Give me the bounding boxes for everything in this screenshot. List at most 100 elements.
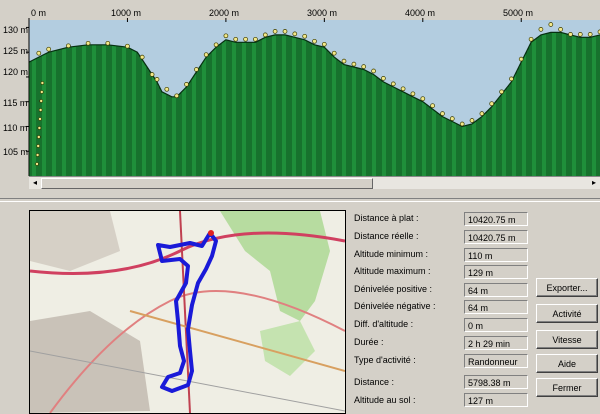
x-tick-label: 2000 m: [209, 8, 240, 18]
track-point-marker: [302, 33, 308, 39]
track-point-marker: [105, 40, 111, 46]
track-point-marker: [390, 81, 396, 87]
stat-value-activity-type: Randonneur: [464, 354, 528, 368]
track-point-marker: [262, 32, 268, 38]
track-point-marker: [459, 121, 465, 127]
track-point-marker: [331, 50, 337, 56]
track-point-marker: [381, 76, 386, 81]
stat-value-altitude-diff: 0 m: [464, 318, 528, 332]
stat-value-min-altitude: 110 m: [464, 248, 528, 262]
track-point-marker: [40, 81, 45, 85]
stat-value-flat-distance: 10420.75 m: [464, 212, 528, 226]
stat-label-duration: Durée :: [354, 337, 384, 347]
track-point-marker: [194, 67, 199, 72]
track-point-marker: [312, 38, 317, 44]
map-forest-area: [260, 321, 315, 376]
stat-label-negative-elevation: Dénivelée négative :: [354, 301, 436, 311]
cursor-value-ground-altitude: 127 m: [464, 393, 528, 407]
track-point-marker: [528, 36, 534, 42]
route-start-marker: [208, 230, 214, 236]
track-point-marker: [351, 61, 357, 67]
x-tick-label: 1000 m: [111, 8, 142, 18]
cursor-label-distance: Distance :: [354, 377, 395, 387]
track-point-marker: [548, 22, 554, 27]
speed-button[interactable]: Vitesse: [536, 330, 598, 349]
stat-label-activity-type: Type d'activité :: [354, 355, 416, 365]
y-tick-label: 125 m: [3, 46, 29, 56]
close-button[interactable]: Fermer: [536, 378, 598, 397]
activity-button[interactable]: Activité: [536, 304, 598, 323]
stat-label-flat-distance: Distance à plat :: [354, 213, 419, 223]
track-point-marker: [361, 64, 367, 69]
stat-value-duration: 2 h 29 min: [464, 336, 528, 350]
map-forest-area: [220, 211, 330, 321]
panel-divider[interactable]: [0, 198, 600, 202]
scroll-thumb[interactable]: [41, 178, 373, 189]
map-road: [30, 231, 345, 275]
track-point-marker: [489, 101, 495, 107]
stat-label-max-altitude: Altitude maximum :: [354, 266, 431, 276]
elevation-profile-panel: 0 m 1000 m 2000 m 3000 m 4000 m 5000 m 1…: [0, 0, 600, 190]
track-point-marker: [410, 91, 416, 97]
track-point-marker: [400, 86, 406, 92]
track-point-marker: [164, 86, 170, 92]
track-point-marker: [85, 40, 91, 46]
track-point-marker: [35, 153, 40, 157]
track-point-marker: [449, 116, 455, 121]
track-point-marker: [577, 32, 583, 37]
track-point-marker: [518, 56, 524, 62]
y-tick-label: 105 m: [3, 147, 29, 157]
elevation-stripes: [30, 32, 600, 176]
track-point-marker: [420, 96, 426, 102]
map-road: [129, 310, 345, 372]
track-point-marker: [213, 42, 219, 48]
route-map-drawing: [30, 211, 345, 413]
track-point-marker: [38, 108, 43, 112]
stat-value-max-altitude: 129 m: [464, 265, 528, 279]
track-point-marker: [174, 93, 180, 99]
cursor-label-ground-altitude: Altitude au sol :: [354, 395, 416, 405]
track-point-marker: [587, 32, 593, 37]
horizontal-scrollbar[interactable]: ◂ ▸: [29, 176, 600, 189]
track-point-marker: [509, 76, 514, 82]
map-road: [49, 290, 345, 413]
y-tick-label: 110 m: [3, 123, 28, 133]
track-point-marker: [341, 58, 347, 64]
stat-label-altitude-diff: Diff. d'altitude :: [354, 319, 414, 329]
track-point-marker: [321, 41, 327, 47]
track-point-marker: [430, 103, 435, 109]
y-tick-label: 130 m: [3, 25, 29, 35]
stat-label-min-altitude: Altitude minimum :: [354, 249, 429, 259]
track-point-marker: [469, 118, 475, 123]
track-point-marker: [36, 135, 41, 139]
route-map[interactable]: [29, 210, 346, 414]
x-tick-label: 5000 m: [503, 8, 534, 18]
help-button[interactable]: Aide: [536, 354, 598, 373]
track-point-marker: [499, 89, 504, 95]
track-point-marker: [184, 82, 189, 87]
stat-value-negative-elevation: 64 m: [464, 300, 528, 314]
track-point-marker: [37, 126, 42, 130]
track-point-marker: [253, 36, 258, 42]
elevation-chart[interactable]: [0, 0, 600, 176]
x-tick-label: 4000 m: [405, 8, 436, 18]
track-point-marker: [282, 29, 288, 34]
scroll-left-arrow-icon[interactable]: ◂: [32, 178, 37, 187]
export-button[interactable]: Exporter...: [536, 278, 598, 297]
track-point-marker: [66, 43, 71, 49]
track-point-marker: [203, 52, 209, 58]
track-point-marker: [38, 117, 42, 121]
x-tick-label: 0 m: [31, 8, 47, 18]
stat-label-positive-elevation: Dénivelée positive :: [354, 284, 433, 294]
track-point-marker: [39, 90, 44, 94]
track-point-marker: [36, 144, 41, 148]
scroll-right-arrow-icon[interactable]: ▸: [591, 178, 596, 187]
track-point-marker: [538, 27, 544, 32]
stat-value-real-distance: 10420.75 m: [464, 230, 528, 244]
track-point-marker: [139, 54, 145, 60]
track-point-marker: [39, 99, 44, 103]
route-track: [156, 231, 218, 393]
stat-value-positive-elevation: 64 m: [464, 283, 528, 297]
track-point-marker: [35, 162, 39, 166]
map-urban-area: [30, 211, 120, 271]
